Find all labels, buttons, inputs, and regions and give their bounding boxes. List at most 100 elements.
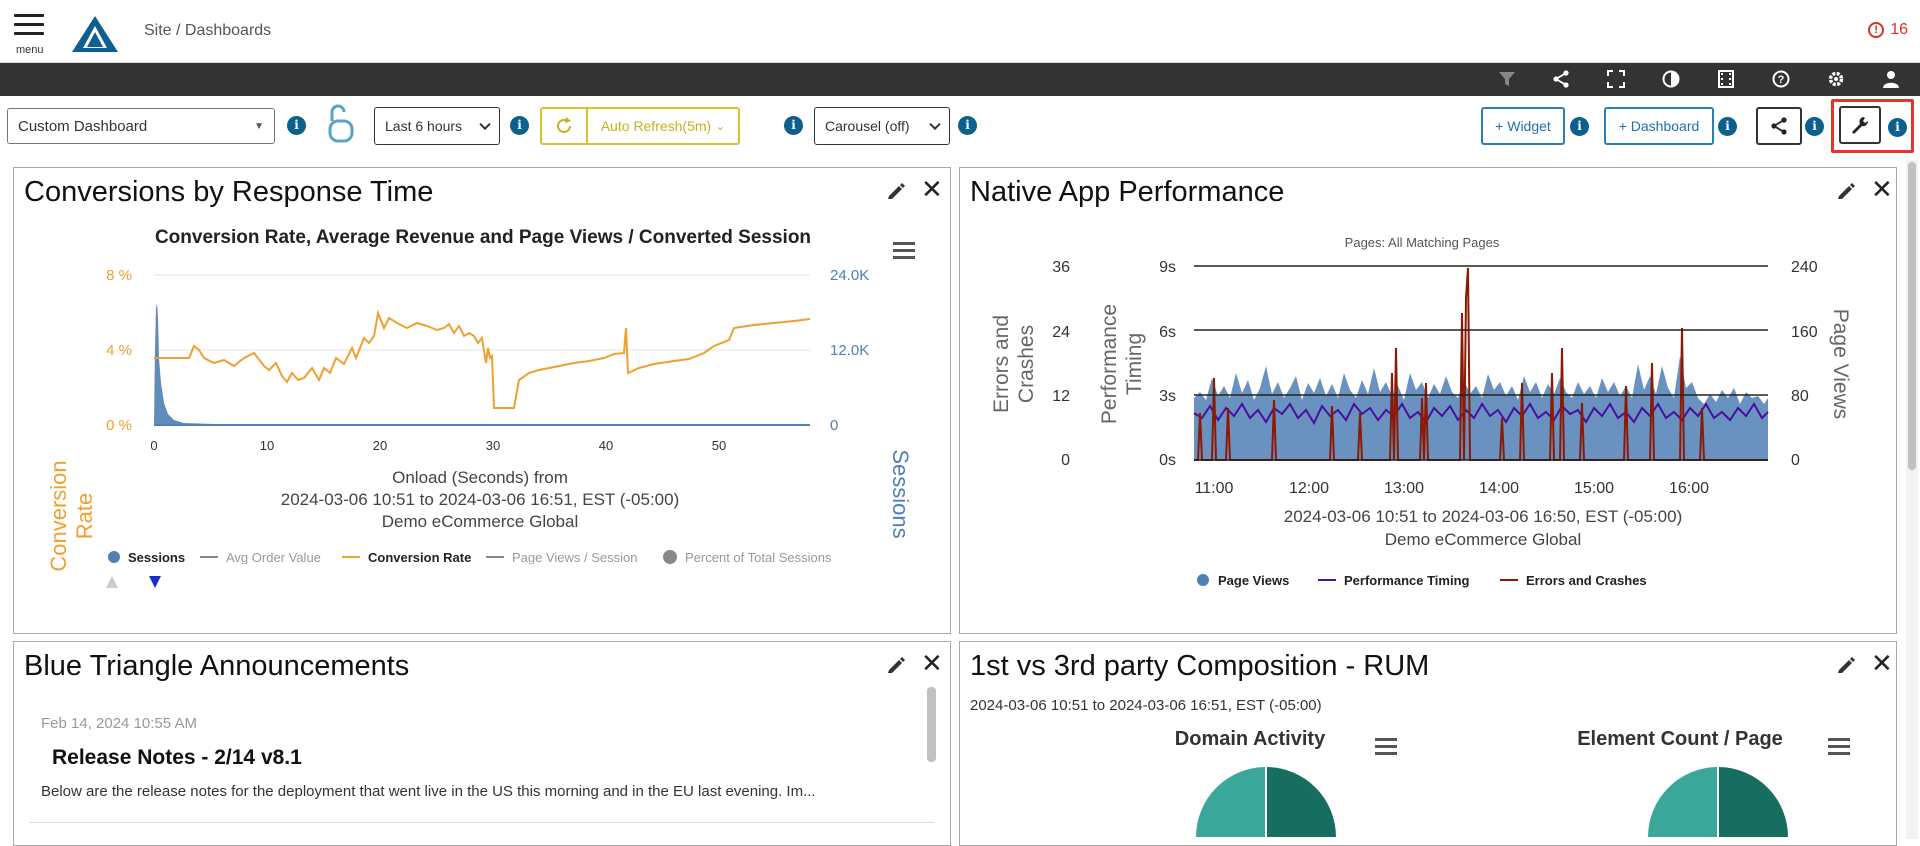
x-tick: 13:00 xyxy=(1384,480,1424,497)
legend-page-up-icon xyxy=(106,576,118,588)
add-dashboard-button[interactable]: + Dashboard xyxy=(1604,107,1714,145)
carousel-value: Carousel (off) xyxy=(825,118,910,134)
info-icon[interactable]: i xyxy=(1805,117,1824,136)
composition-pies xyxy=(1196,767,1788,837)
info-icon[interactable]: i xyxy=(958,116,977,135)
film-icon[interactable] xyxy=(1714,68,1738,90)
info-icon[interactable]: i xyxy=(1718,117,1737,136)
x-tick: 30 xyxy=(486,438,500,453)
blue-triangle-logo-icon[interactable] xyxy=(72,16,118,52)
scrollbar-thumb[interactable] xyxy=(927,687,936,762)
alert-indicator[interactable]: ! 16 xyxy=(1868,21,1908,39)
global-toolbar: ? xyxy=(0,63,1920,96)
y-axis-label-right: Sessions xyxy=(888,449,913,538)
close-icon[interactable]: ✕ xyxy=(921,648,943,678)
conversions-panel: Conversions by Response Time ✕ Conversio… xyxy=(13,167,951,634)
divider xyxy=(29,822,934,823)
edit-icon[interactable] xyxy=(887,182,905,200)
y-axis-label: Conversion xyxy=(46,460,71,571)
x-tick: 15:00 xyxy=(1574,480,1614,497)
chart-subtitle: 2024-03-06 10:51 to 2024-03-06 16:50, ES… xyxy=(1284,507,1683,526)
x-tick: 40 xyxy=(599,438,613,453)
y-axis-label: Timing xyxy=(1123,333,1146,395)
gear-icon[interactable] xyxy=(1824,68,1848,90)
y-tick: 0 xyxy=(1061,452,1070,469)
user-icon[interactable] xyxy=(1879,68,1903,90)
announcement-heading[interactable]: Release Notes - 2/14 v8.1 xyxy=(52,746,302,769)
legend-marker xyxy=(663,550,677,564)
x-tick: 14:00 xyxy=(1479,480,1519,497)
page-scrollbar[interactable] xyxy=(1906,160,1918,839)
legend-item: Errors and Crashes xyxy=(1526,573,1647,588)
top-header: menu Site / Dashboards ! 16 xyxy=(0,0,1920,63)
time-range-select[interactable]: Last 6 hours xyxy=(374,107,500,145)
y-tick-right: 0 xyxy=(830,417,838,434)
announcement-body: Below are the release notes for the depl… xyxy=(41,783,816,800)
dashboard-controls: Custom Dashboard ▼ i Last 6 hours i Auto… xyxy=(0,96,1920,160)
svg-text:?: ? xyxy=(1778,74,1785,86)
close-icon[interactable]: ✕ xyxy=(1871,174,1893,204)
conversion-rate-series xyxy=(154,309,811,409)
performance-timing-series xyxy=(1193,402,1769,426)
announcements-panel: Blue Triangle Announcements ✕ Feb 14, 20… xyxy=(13,641,951,846)
share-icon xyxy=(1771,117,1787,135)
native-app-panel: Native App Performance ✕ Pages: All Matc… xyxy=(959,167,1897,634)
edit-icon[interactable] xyxy=(1837,182,1855,200)
info-icon[interactable]: i xyxy=(784,116,803,135)
chart-subtitle: 2024-03-06 10:51 to 2024-03-06 16:51, ES… xyxy=(281,490,680,509)
menu-label: menu xyxy=(16,44,44,56)
y-tick: 4 % xyxy=(106,342,132,359)
x-tick: 20 xyxy=(373,438,387,453)
add-widget-button[interactable]: + Widget xyxy=(1481,107,1565,145)
y-tick: 9s xyxy=(1159,259,1176,276)
x-tick: 50 xyxy=(712,438,726,453)
legend-item: Page Views / Session xyxy=(512,550,638,565)
legend-item: Performance Timing xyxy=(1344,573,1470,588)
auto-refresh-select[interactable]: Auto Refresh(5m) ⌄ xyxy=(588,109,738,143)
chart-menu-icon[interactable] xyxy=(893,242,915,263)
edit-icon[interactable] xyxy=(887,656,905,674)
x-tick: 12:00 xyxy=(1289,480,1329,497)
dashboard-select-value: Custom Dashboard xyxy=(18,117,148,135)
y-tick: 3s xyxy=(1159,388,1176,405)
edit-tools-button[interactable] xyxy=(1839,106,1881,144)
y-tick: 8 % xyxy=(106,267,132,284)
chart-title: Domain Activity xyxy=(1174,728,1326,750)
close-icon[interactable]: ✕ xyxy=(921,174,943,204)
panel-title: Conversions by Response Time xyxy=(24,176,434,208)
y-tick-right: 0 xyxy=(1791,452,1800,469)
unlock-icon[interactable] xyxy=(326,102,356,144)
scrollbar-thumb[interactable] xyxy=(1908,162,1916,470)
native-app-chart: Pages: All Matching Pages Errors and Cra… xyxy=(990,235,1852,588)
info-icon[interactable]: i xyxy=(287,116,306,135)
fullscreen-icon[interactable] xyxy=(1604,68,1628,90)
share-dashboard-button[interactable] xyxy=(1756,107,1802,145)
info-icon[interactable]: i xyxy=(510,116,529,135)
y-axis-label-right: Page Views xyxy=(1829,309,1852,420)
y-tick: 24 xyxy=(1052,324,1070,341)
filter-icon[interactable] xyxy=(1495,68,1519,90)
menu-button[interactable]: menu xyxy=(14,14,44,56)
share-icon[interactable] xyxy=(1549,68,1573,90)
conversions-chart: Conversion Rate Sessions 8 % 4 % 0 % 24.… xyxy=(46,267,913,588)
carousel-select[interactable]: Carousel (off) xyxy=(814,107,950,145)
help-icon[interactable]: ? xyxy=(1769,68,1793,90)
y-axis-label: Crashes xyxy=(1015,325,1038,403)
info-icon[interactable]: i xyxy=(1570,117,1589,136)
chart-menu-icon[interactable] xyxy=(1828,738,1850,759)
chart-menu-icon[interactable] xyxy=(1375,738,1397,759)
panel-title: Blue Triangle Announcements xyxy=(24,650,410,682)
alert-count: 16 xyxy=(1890,21,1908,38)
legend-item: Percent of Total Sessions xyxy=(685,550,832,565)
chevron-down-icon xyxy=(479,118,491,131)
auto-refresh-control[interactable]: Auto Refresh(5m) ⌄ xyxy=(540,107,740,145)
info-icon[interactable]: i xyxy=(1888,118,1907,137)
panel-title: 1st vs 3rd party Composition - RUM xyxy=(970,650,1430,682)
y-tick: 12 xyxy=(1052,388,1070,405)
edit-icon[interactable] xyxy=(1837,656,1855,674)
close-icon[interactable]: ✕ xyxy=(1871,648,1893,678)
contrast-icon[interactable] xyxy=(1659,68,1683,90)
refresh-icon[interactable] xyxy=(542,109,588,143)
dashboard-select[interactable]: Custom Dashboard ▼ xyxy=(7,108,275,144)
chart-subtitle: Demo eCommerce Global xyxy=(382,512,579,531)
